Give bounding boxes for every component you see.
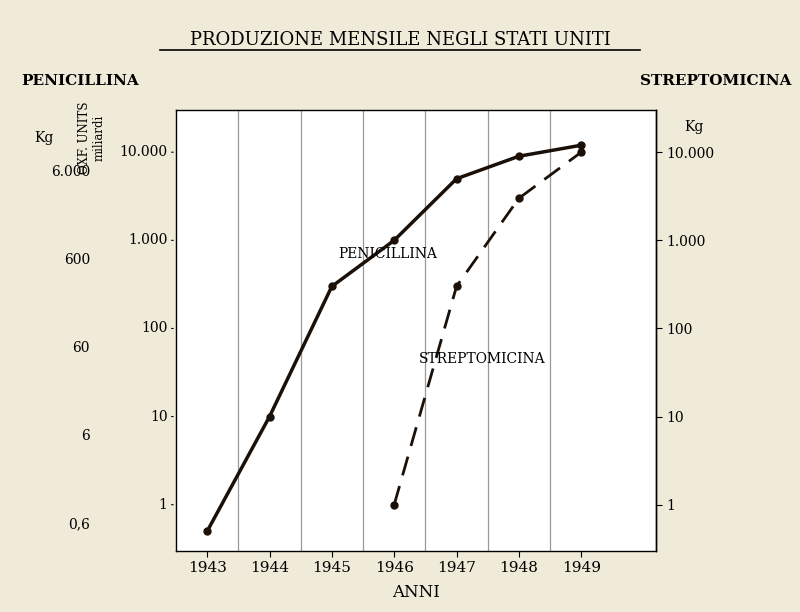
Text: STREPTOMICINA: STREPTOMICINA (419, 352, 546, 366)
Text: 600: 600 (64, 253, 90, 267)
Text: 1.000: 1.000 (128, 233, 168, 247)
Text: 1: 1 (158, 498, 168, 512)
Text: 10.000: 10.000 (119, 145, 168, 159)
Text: Kg: Kg (34, 131, 54, 144)
Text: Kg: Kg (685, 120, 704, 133)
Text: 6.000: 6.000 (50, 165, 90, 179)
X-axis label: ANNI: ANNI (392, 584, 440, 600)
Text: 60: 60 (72, 341, 90, 355)
Text: 100: 100 (142, 321, 168, 335)
Text: PRODUZIONE MENSILE NEGLI STATI UNITI: PRODUZIONE MENSILE NEGLI STATI UNITI (190, 31, 610, 49)
Text: 0,6: 0,6 (68, 517, 90, 531)
Text: PENICILLINA: PENICILLINA (338, 247, 437, 261)
Text: OXF. UNITS
miliardi: OXF. UNITS miliardi (78, 102, 106, 174)
Text: STREPTOMICINA: STREPTOMICINA (640, 74, 792, 88)
Text: PENICILLINA: PENICILLINA (21, 74, 139, 88)
Text: 10: 10 (150, 409, 168, 424)
Text: 6: 6 (81, 429, 90, 443)
